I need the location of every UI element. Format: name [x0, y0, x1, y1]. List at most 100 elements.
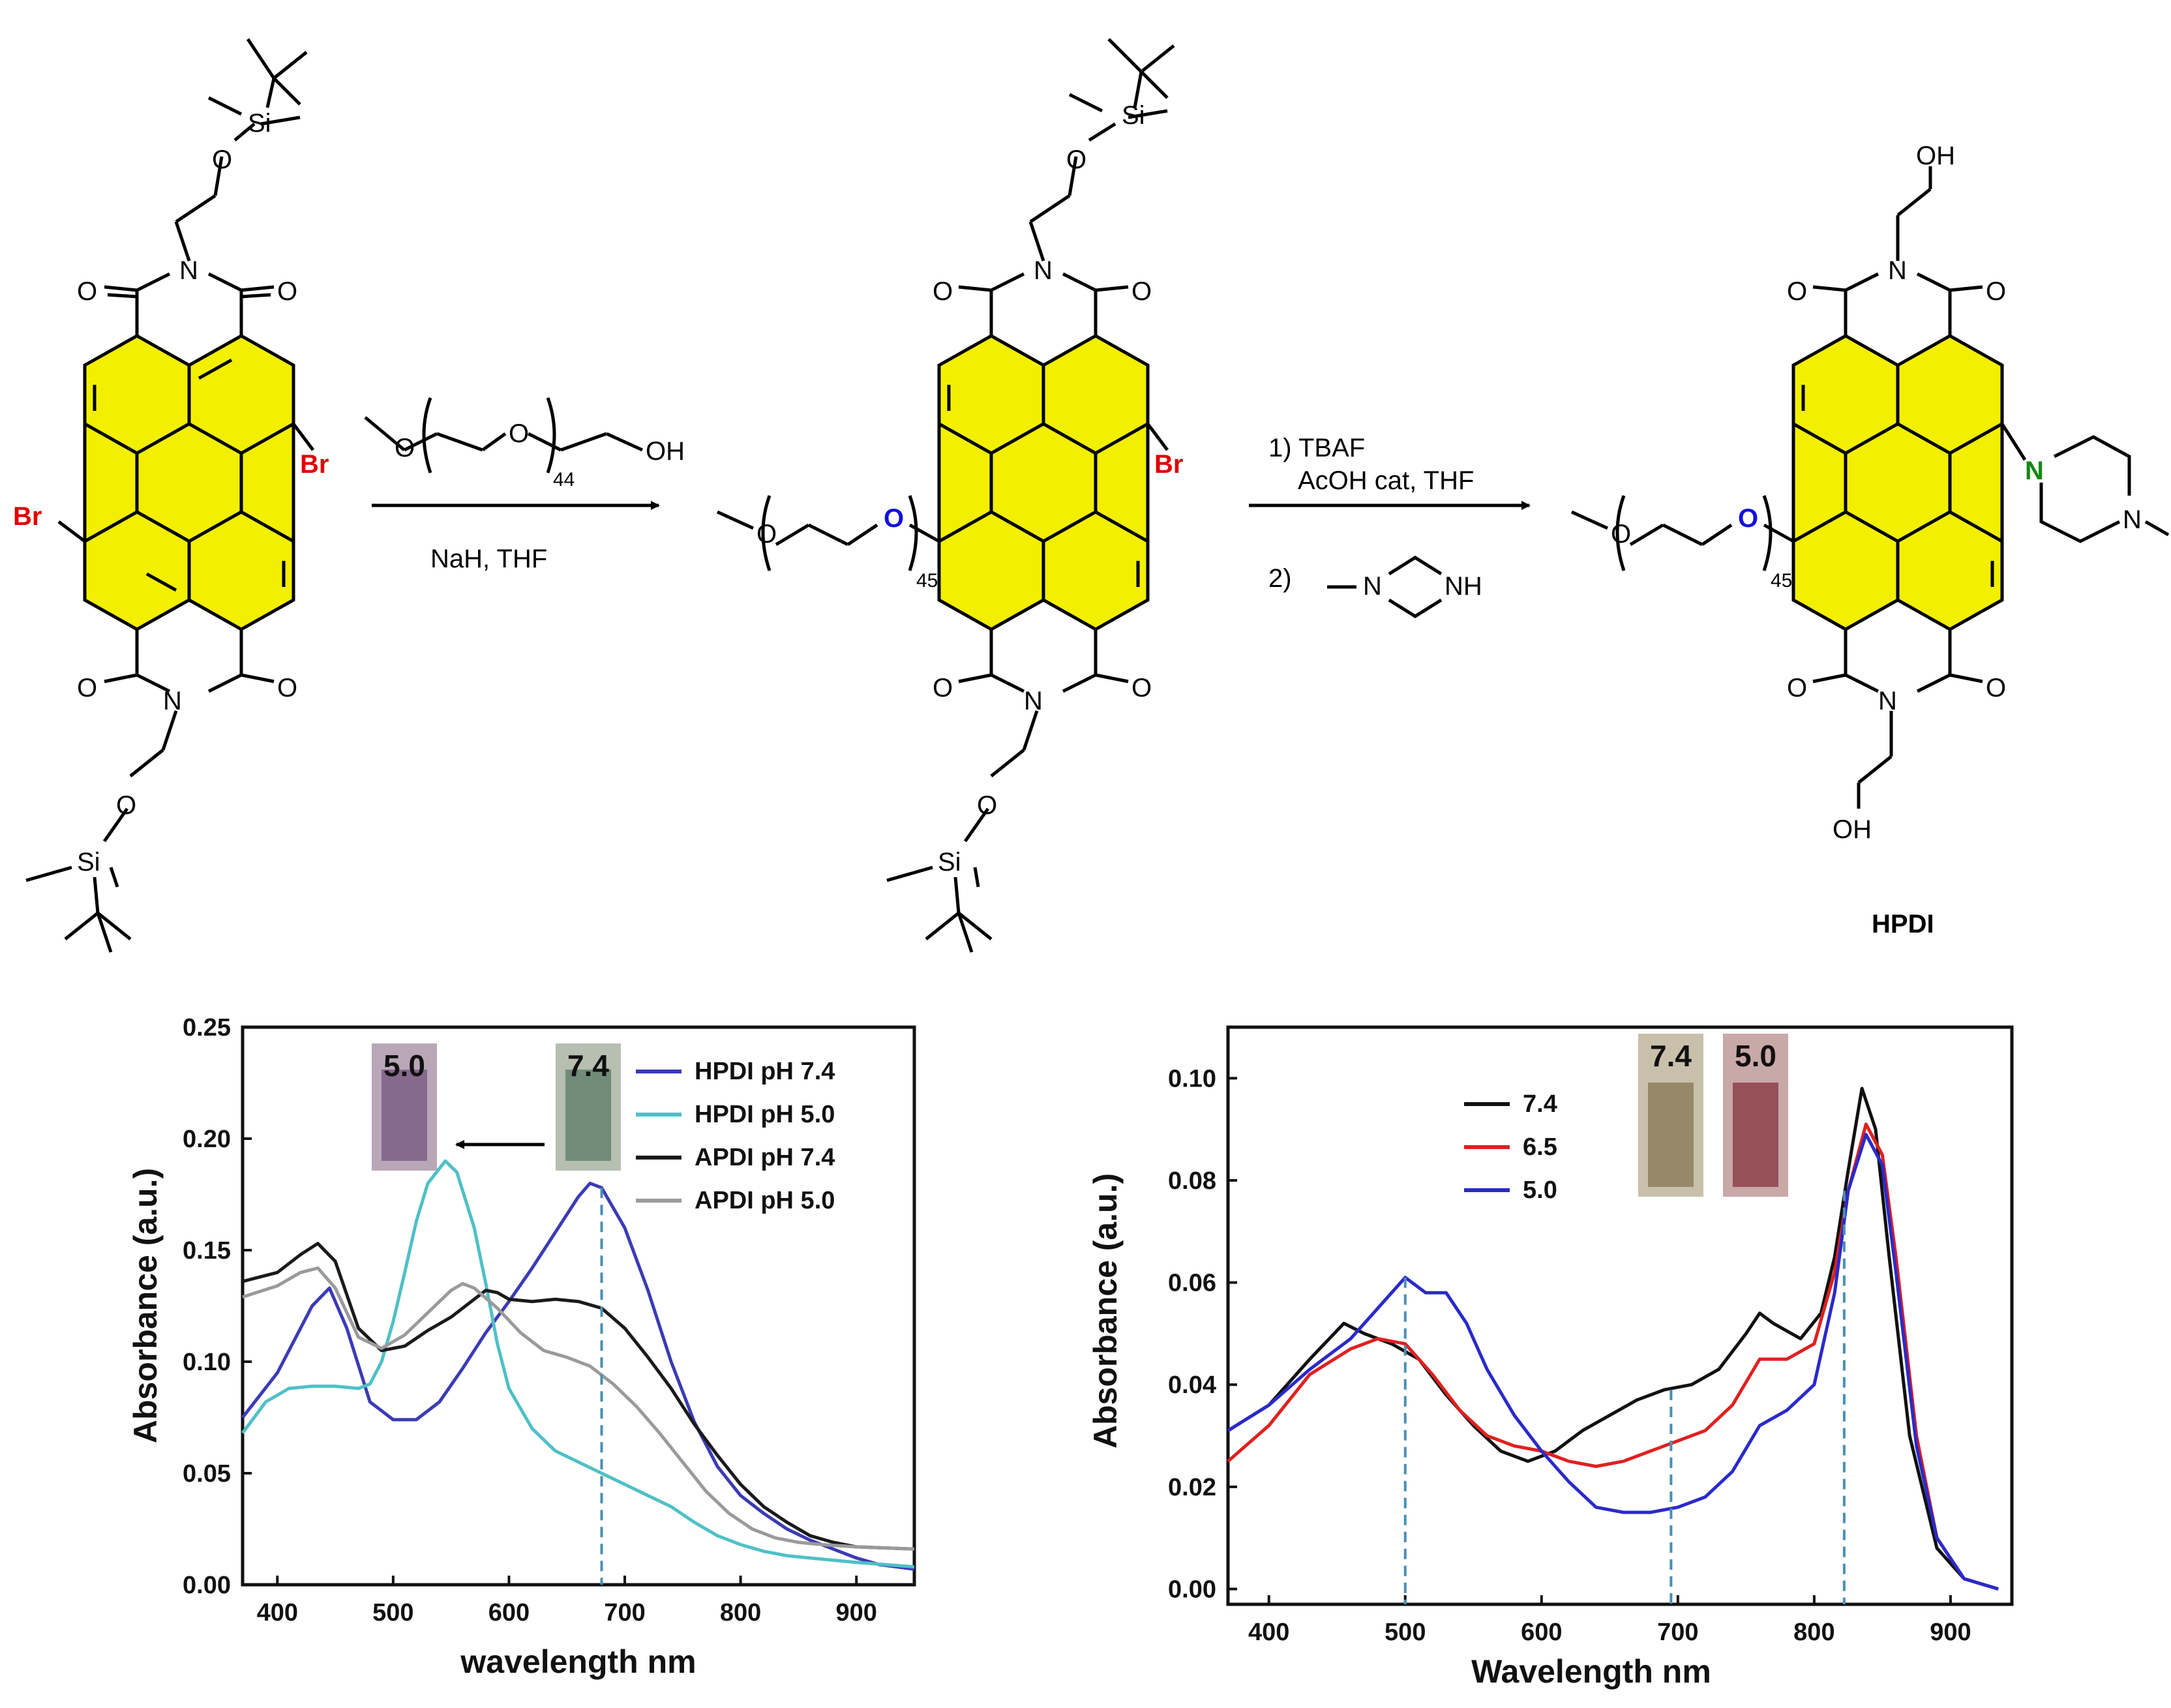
chart1-series-line-0: [241, 1181, 915, 1571]
sm-br-2: Br: [13, 502, 42, 531]
chart2-vial-7-4-liquid: [1648, 1083, 1694, 1187]
chart1-legend-label-1: HPDI pH 5.0: [695, 1101, 835, 1128]
chart1-series-line-2: [242, 1242, 915, 1551]
intermediate-labels: Si O N O O Br O O 45 O O N O Si: [756, 101, 1183, 876]
product-oh-bottom: OH: [1833, 815, 1872, 844]
int-repeat-45: 45: [916, 570, 938, 592]
product-hpdi: [1570, 166, 2170, 809]
step-1: O O OH 44 NaH, THF: [364, 397, 685, 573]
chart1-series-line-3: [242, 1266, 915, 1551]
step2-line3: 2): [1268, 564, 1292, 593]
chart1-ylabel: Absorbance (a.u.): [127, 1168, 164, 1443]
chart1-frame: [241, 1025, 916, 1587]
product-o-carbonyl-4: O: [1986, 674, 2006, 702]
chart-hpdi-apdi-absorbance: Absorbance (a.u.) wavelength nm 400 500 60…: [127, 1014, 916, 1680]
sm-si-bottom: Si: [77, 848, 100, 876]
chart2-ytick-label-2: 0.04: [1168, 1371, 1216, 1399]
int-o-carbonyl-4: O: [1131, 674, 1152, 702]
product-o-carbonyl-3: O: [1787, 674, 1807, 702]
chart1-ytick-label-3: 0.15: [183, 1237, 231, 1265]
chart2-series: [1227, 1086, 1999, 1591]
product-pip-n1: N: [2025, 457, 2044, 485]
chart1-xtick-label-4: 800: [720, 1599, 761, 1626]
chart2-ytick-label-3: 0.06: [1168, 1270, 1216, 1297]
chart2-xtick-label-2: 600: [1521, 1619, 1562, 1646]
product-n-bottom: N: [1878, 687, 1897, 715]
chart2-xlabel: Wavelength nm: [1471, 1653, 1711, 1690]
chart2-xtick-label-0: 400: [1248, 1619, 1289, 1646]
chart2-legend-label-1: 6.5: [1523, 1133, 1557, 1161]
chart2-vial-5-0-liquid: [1733, 1083, 1778, 1187]
starting-material: [25, 38, 314, 953]
chart2-legend-label-0: 7.4: [1523, 1090, 1557, 1118]
starting-material-labels: Si O N O O Br Br O O N O Si: [13, 109, 329, 876]
product-o-carbonyl-2: O: [1986, 277, 2006, 306]
sm-n-bottom: N: [163, 687, 182, 715]
chart1-xtick-label-2: 600: [488, 1599, 530, 1626]
product-labels: OH N O O N N O O 45 O O N OH HPDI: [1611, 142, 2142, 938]
chart2-series-line-0: [1227, 1086, 1999, 1591]
sm-o-carbonyl-3: O: [77, 674, 97, 702]
chart2-ytick-label-5: 0.10: [1168, 1065, 1216, 1092]
int-o-top: O: [1066, 145, 1086, 174]
int-si-bottom: Si: [938, 848, 961, 876]
product-oh-top: OH: [1916, 142, 1955, 170]
sm-o-bottom: O: [116, 791, 136, 820]
int-br: Br: [1154, 450, 1183, 479]
int-peg-o: O: [884, 504, 904, 533]
int-n-top: N: [1034, 256, 1053, 285]
chart2-xticks: 400 500 600 700 800 900: [1248, 1595, 1971, 1646]
chart2-inset-label-5-0: 5.0: [1735, 1039, 1776, 1073]
chart-ph-absorbance: Absorbance (a.u.) Wavelength nm 400 500 60…: [1087, 1025, 2014, 1690]
methylpiperazine: [1327, 556, 1443, 618]
int-peg-o-methoxy: O: [756, 520, 777, 548]
step1-conditions: NaH, THF: [430, 545, 547, 573]
intermediate: [716, 38, 1175, 953]
chart1-xtick-label-1: 500: [372, 1599, 413, 1626]
product-peg-o: O: [1738, 504, 1758, 533]
chart1-inset-vial-7-4: 7.4: [556, 1043, 621, 1171]
product-peg-o-methoxy: O: [1611, 520, 1631, 548]
step2-amine-nh: NH: [1445, 572, 1482, 601]
chart1-ytick-label-4: 0.20: [183, 1126, 231, 1153]
chart1-vial-5-0-liquid: [382, 1070, 427, 1161]
product-n-top: N: [1888, 256, 1907, 285]
chart1-series-line-1: [241, 1159, 915, 1569]
chart2-xtick-label-4: 800: [1793, 1619, 1834, 1646]
chart2-legend: 7.4 6.5 5.0: [1464, 1090, 1557, 1204]
chart1-inset-label-5-0: 5.0: [383, 1049, 425, 1083]
chart1-legend-label-3: APDI pH 5.0: [695, 1187, 835, 1214]
chart2-xtick-label-5: 900: [1930, 1619, 1971, 1646]
chart1-ytick-label-2: 0.10: [183, 1349, 231, 1376]
step2-line2: AcOH cat, THF: [1298, 466, 1474, 495]
chart2-annotations: [1403, 1190, 1846, 1604]
chart2-legend-label-2: 5.0: [1523, 1176, 1557, 1204]
perylene-core-int: [937, 334, 1150, 631]
sm-n-top: N: [179, 256, 198, 285]
product-o-carbonyl-1: O: [1787, 277, 1807, 306]
chart1-inset-label-7-4: 7.4: [567, 1049, 609, 1083]
reagent-repeat-44: 44: [553, 469, 575, 490]
chart1-vial-7-4-liquid: [565, 1070, 611, 1161]
chart1-xtick-label-0: 400: [257, 1599, 298, 1626]
sm-o-carbonyl-1: O: [77, 277, 97, 306]
chart2-ylabel: Absorbance (a.u.): [1087, 1173, 1124, 1448]
reagent-o-ether: O: [509, 419, 529, 448]
int-si: Si: [1122, 101, 1145, 130]
chart2-ytick-label-4: 0.08: [1168, 1167, 1216, 1195]
sm-o-carbonyl-2: O: [277, 277, 297, 306]
sm-o-carbonyl-4: O: [277, 674, 297, 702]
chart2-xtick-label-3: 700: [1657, 1619, 1698, 1646]
int-o-carbonyl-3: O: [933, 674, 953, 702]
chart1-series: [241, 1159, 915, 1571]
sm-br-1: Br: [300, 450, 329, 479]
perylene-core-sm: [83, 334, 295, 631]
chart2-frame: [1226, 1025, 2014, 1606]
step2-line1: 1) TBAF: [1268, 434, 1365, 462]
chart2-inset-label-7-4: 7.4: [1650, 1039, 1692, 1073]
chart1-legend: HPDI pH 7.4 HPDI pH 5.0 APDI pH 7.4 APDI pH…: [636, 1058, 835, 1214]
chart1-yticks: 0.00 0.05 0.10 0.15 0.20 0.25: [183, 1014, 252, 1599]
chart2-inset-vial-5-0: 5.0: [1723, 1034, 1788, 1197]
chart2-xtick-label-1: 500: [1385, 1619, 1426, 1646]
